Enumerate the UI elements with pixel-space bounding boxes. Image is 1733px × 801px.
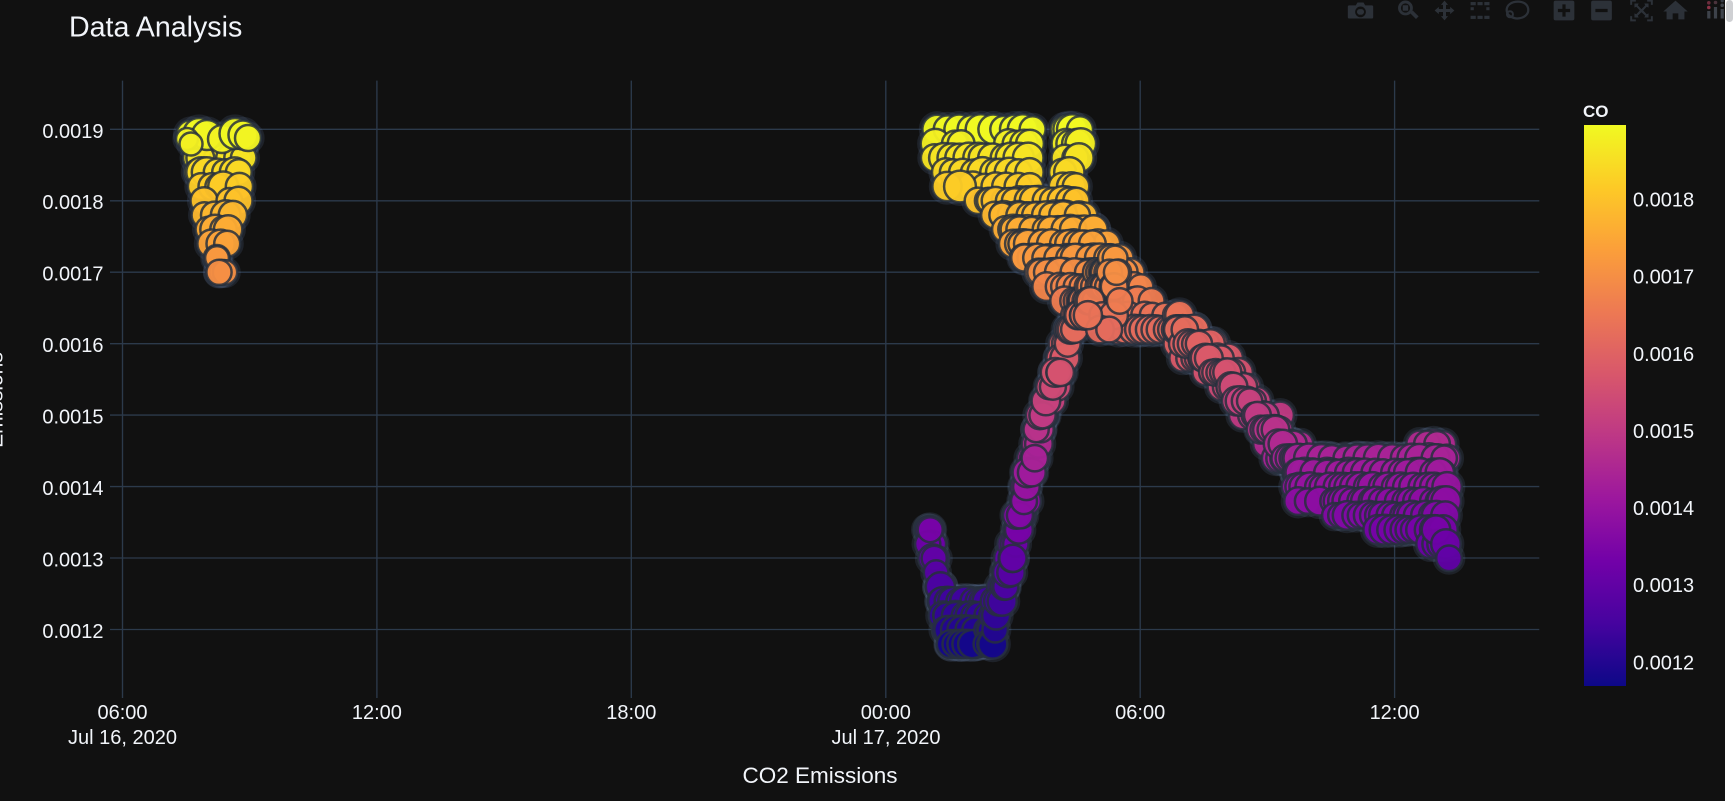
- svg-text:0.0012: 0.0012: [1633, 652, 1694, 674]
- svg-text:0.0019: 0.0019: [42, 121, 103, 143]
- svg-text:12:00: 12:00: [352, 702, 402, 724]
- svg-text:0.0017: 0.0017: [1633, 267, 1694, 289]
- svg-text:06:00: 06:00: [1115, 702, 1165, 724]
- svg-text:0.0012: 0.0012: [42, 621, 103, 643]
- svg-text:CO: CO: [1583, 102, 1609, 121]
- svg-text:0.0017: 0.0017: [42, 264, 103, 286]
- svg-text:0.0014: 0.0014: [1633, 498, 1694, 520]
- svg-text:0.0018: 0.0018: [42, 192, 103, 214]
- svg-text:Data Analysis: Data Analysis: [69, 12, 242, 44]
- svg-text:0.0016: 0.0016: [1633, 344, 1694, 366]
- svg-text:Emissions: Emissions: [0, 352, 8, 448]
- svg-text:0.0018: 0.0018: [1633, 190, 1694, 212]
- svg-text:0.0013: 0.0013: [1633, 575, 1694, 597]
- svg-text:0.0014: 0.0014: [42, 478, 103, 500]
- svg-text:CO2 Emissions: CO2 Emissions: [742, 763, 897, 788]
- svg-text:0.0013: 0.0013: [42, 550, 103, 572]
- svg-text:Jul 16, 2020: Jul 16, 2020: [68, 727, 177, 749]
- svg-text:00:00: 00:00: [861, 702, 911, 724]
- svg-text:Jul 17, 2020: Jul 17, 2020: [832, 727, 941, 749]
- svg-text:12:00: 12:00: [1370, 702, 1420, 724]
- svg-text:0.0015: 0.0015: [42, 407, 103, 429]
- svg-text:0.0015: 0.0015: [1633, 421, 1694, 443]
- svg-text:18:00: 18:00: [606, 702, 656, 724]
- svg-text:0.0016: 0.0016: [42, 335, 103, 357]
- svg-text:06:00: 06:00: [97, 702, 147, 724]
